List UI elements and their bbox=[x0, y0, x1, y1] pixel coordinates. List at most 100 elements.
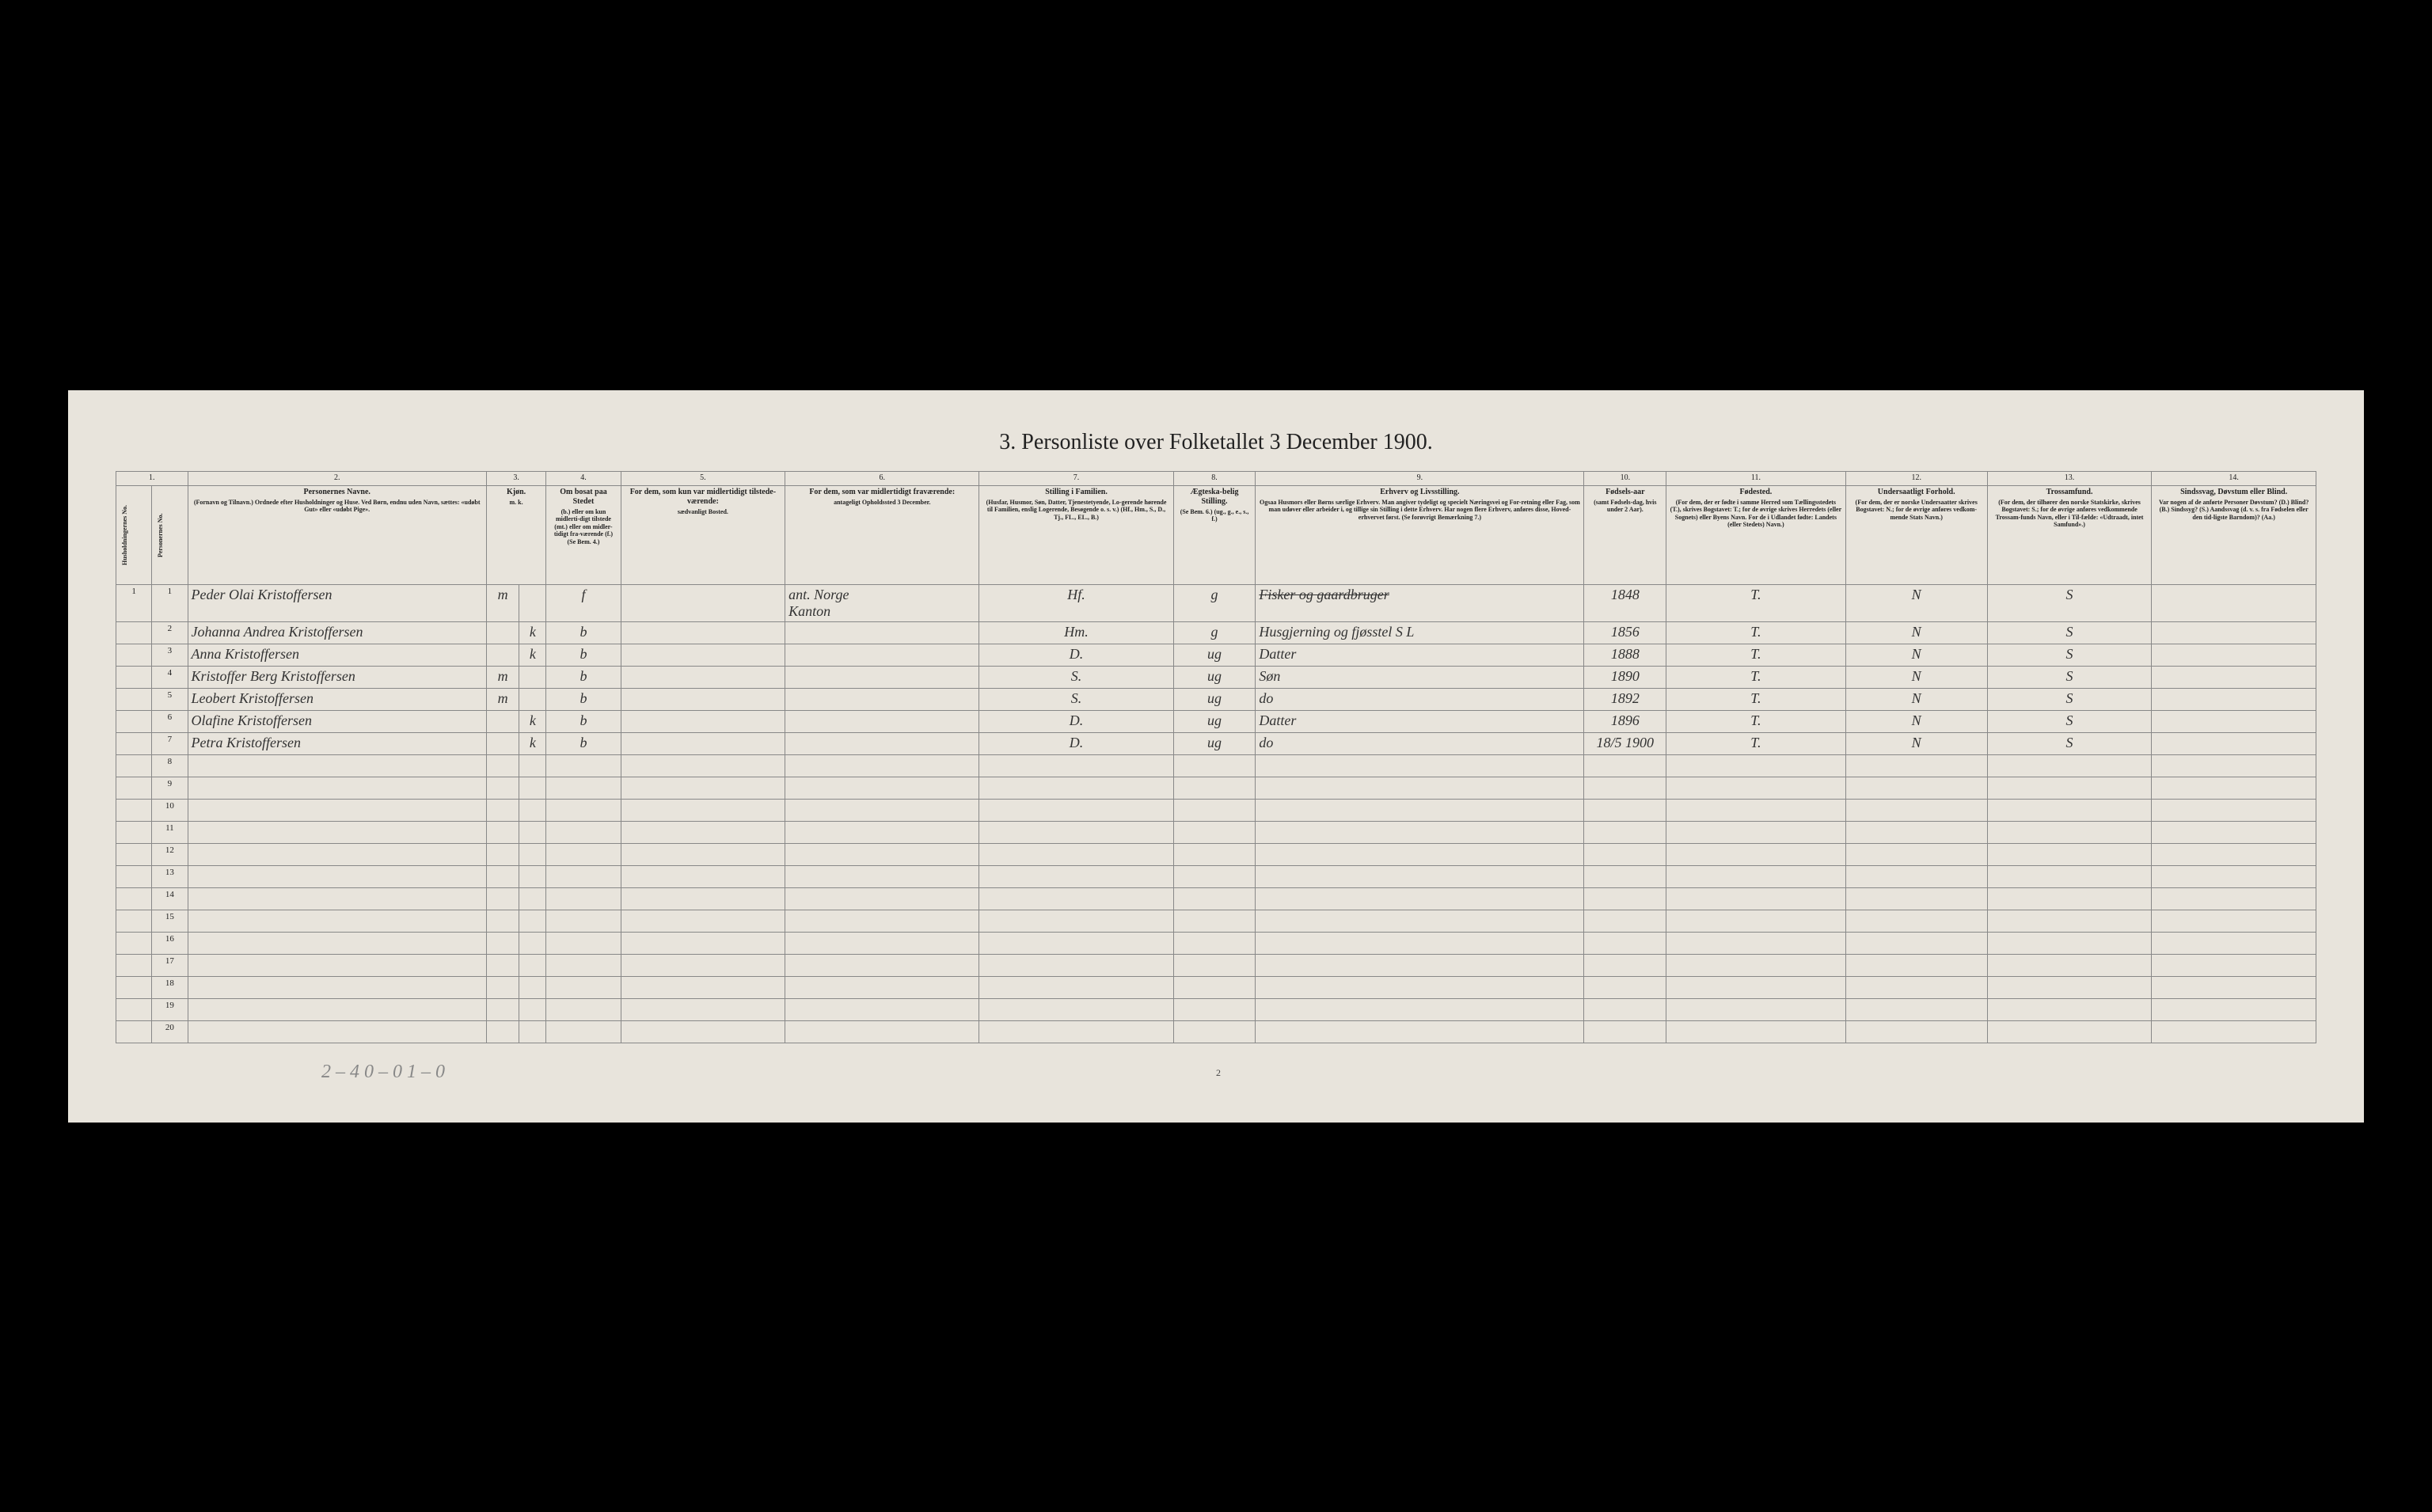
cell-whereabouts bbox=[785, 666, 979, 688]
cell-family-pos: D. bbox=[979, 710, 1173, 732]
cell-household-no bbox=[116, 621, 152, 644]
cell-empty bbox=[785, 976, 979, 998]
cell-empty bbox=[1666, 932, 1845, 954]
cell-residence: b bbox=[546, 688, 621, 710]
cell-empty bbox=[1173, 910, 1256, 932]
cell-empty bbox=[1256, 932, 1584, 954]
header-desc-row: Husholdningernes No. Personernes No. Per… bbox=[116, 485, 2316, 584]
cell-sex-k bbox=[519, 666, 546, 688]
cell-nationality: N bbox=[1845, 732, 1987, 754]
cell-usual-home bbox=[621, 644, 785, 666]
cell-empty bbox=[486, 954, 519, 976]
cell-empty bbox=[188, 865, 486, 887]
cell-residence: b bbox=[546, 621, 621, 644]
page-number: 2 bbox=[1216, 1067, 1221, 1079]
cell-empty bbox=[1666, 777, 1845, 799]
cell-empty bbox=[1256, 976, 1584, 998]
cell-empty bbox=[785, 754, 979, 777]
cell-person-no: 5 bbox=[152, 688, 188, 710]
cell-empty bbox=[1845, 843, 1987, 865]
cell-empty bbox=[2152, 865, 2316, 887]
cell-empty bbox=[1256, 777, 1584, 799]
cell-empty bbox=[519, 843, 546, 865]
cell-empty bbox=[188, 754, 486, 777]
cell-whereabouts: ant. NorgeKanton bbox=[785, 584, 979, 621]
cell-person-no: 12 bbox=[152, 843, 188, 865]
cell-empty bbox=[519, 754, 546, 777]
cell-empty bbox=[546, 954, 621, 976]
cell-empty bbox=[1584, 976, 1666, 998]
colnum-2: 2. bbox=[188, 471, 486, 485]
cell-empty bbox=[1666, 843, 1845, 865]
cell-empty bbox=[1666, 799, 1845, 821]
cell-empty bbox=[785, 998, 979, 1020]
cell-empty bbox=[1256, 821, 1584, 843]
cell-empty bbox=[1256, 998, 1584, 1020]
cell-person-no: 2 bbox=[152, 621, 188, 644]
cell-household-no bbox=[116, 1020, 152, 1043]
cell-birthyear: 1856 bbox=[1584, 621, 1666, 644]
cell-name: Anna Kristoffersen bbox=[188, 644, 486, 666]
cell-empty bbox=[1173, 821, 1256, 843]
cell-birthplace: T. bbox=[1666, 584, 1845, 621]
hdr-sex: Kjøn. m. k. bbox=[486, 485, 545, 584]
table-body: 11Peder Olai Kristoffersenmfant. NorgeKa… bbox=[116, 584, 2316, 1043]
table-row-empty: 19 bbox=[116, 998, 2316, 1020]
cell-empty bbox=[546, 887, 621, 910]
cell-empty bbox=[1845, 910, 1987, 932]
cell-empty bbox=[1584, 843, 1666, 865]
cell-empty bbox=[519, 821, 546, 843]
cell-empty bbox=[1666, 887, 1845, 910]
cell-disability bbox=[2152, 621, 2316, 644]
cell-empty bbox=[1845, 1020, 1987, 1043]
cell-empty bbox=[486, 887, 519, 910]
cell-empty bbox=[1584, 887, 1666, 910]
cell-household-no bbox=[116, 732, 152, 754]
cell-occupation: Datter bbox=[1256, 644, 1584, 666]
cell-household-no bbox=[116, 710, 152, 732]
cell-nationality: N bbox=[1845, 688, 1987, 710]
cell-empty bbox=[785, 932, 979, 954]
cell-nationality: N bbox=[1845, 584, 1987, 621]
cell-empty bbox=[486, 799, 519, 821]
table-row-empty: 8 bbox=[116, 754, 2316, 777]
cell-empty bbox=[1987, 777, 2152, 799]
cell-usual-home bbox=[621, 732, 785, 754]
table-row-empty: 18 bbox=[116, 976, 2316, 998]
cell-person-no: 13 bbox=[152, 865, 188, 887]
cell-sex-k: k bbox=[519, 732, 546, 754]
cell-empty bbox=[519, 976, 546, 998]
cell-empty bbox=[188, 1020, 486, 1043]
cell-sex-m bbox=[486, 732, 519, 754]
table-row-empty: 12 bbox=[116, 843, 2316, 865]
cell-empty bbox=[486, 998, 519, 1020]
cell-empty bbox=[188, 998, 486, 1020]
colnum-13: 13. bbox=[1987, 471, 2152, 485]
colnum-3: 3. bbox=[486, 471, 545, 485]
cell-usual-home bbox=[621, 621, 785, 644]
cell-empty bbox=[979, 843, 1173, 865]
cell-household-no bbox=[116, 865, 152, 887]
table-row-empty: 20 bbox=[116, 1020, 2316, 1043]
census-page: 3. Personliste over Folketallet 3 Decemb… bbox=[68, 390, 2364, 1123]
colnum-9: 9. bbox=[1256, 471, 1584, 485]
cell-name: Peder Olai Kristoffersen bbox=[188, 584, 486, 621]
cell-empty bbox=[1256, 843, 1584, 865]
cell-empty bbox=[1256, 887, 1584, 910]
cell-empty bbox=[486, 754, 519, 777]
hdr-family-pos: Stilling i Familien. (Husfar, Husmor, Sø… bbox=[979, 485, 1173, 584]
cell-empty bbox=[621, 887, 785, 910]
cell-empty bbox=[1173, 754, 1256, 777]
table-row: 11Peder Olai Kristoffersenmfant. NorgeKa… bbox=[116, 584, 2316, 621]
cell-empty bbox=[519, 865, 546, 887]
cell-occupation: do bbox=[1256, 732, 1584, 754]
cell-empty bbox=[519, 1020, 546, 1043]
cell-empty bbox=[1256, 954, 1584, 976]
cell-empty bbox=[188, 887, 486, 910]
footer-pencil-note: 2 – 4 0 – 0 1 – 0 bbox=[321, 1062, 445, 1083]
cell-empty bbox=[621, 754, 785, 777]
cell-empty bbox=[546, 1020, 621, 1043]
cell-empty bbox=[1845, 887, 1987, 910]
cell-empty bbox=[1845, 799, 1987, 821]
hdr-residence: Om bosat paa Stedet (b.) eller om kun mi… bbox=[546, 485, 621, 584]
